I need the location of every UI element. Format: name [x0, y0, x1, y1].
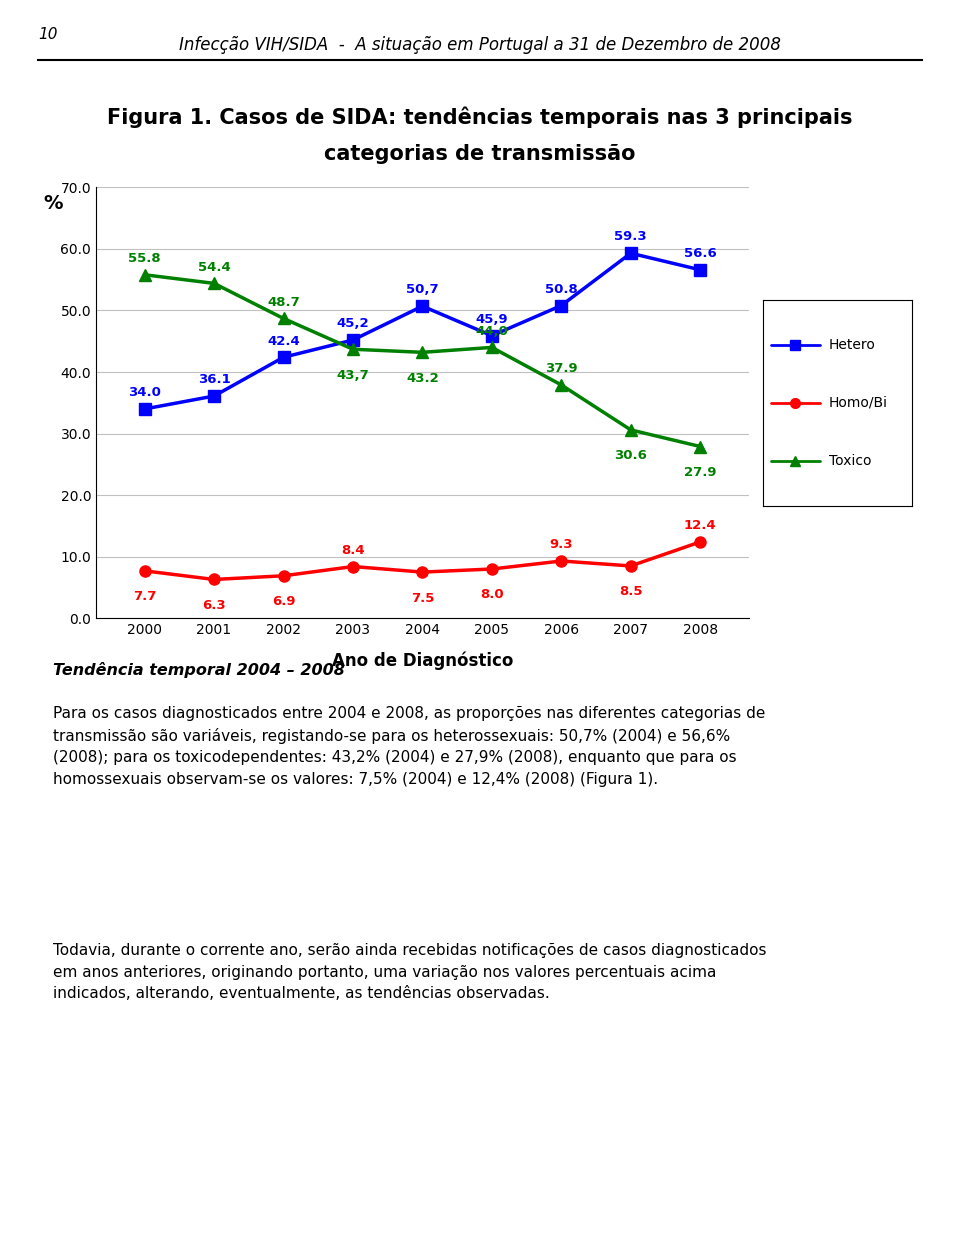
Text: Para os casos diagnosticados entre 2004 e 2008, as proporções nas diferentes cat: Para os casos diagnosticados entre 2004 …: [53, 706, 765, 787]
Text: 37.9: 37.9: [545, 362, 578, 375]
Text: 56.6: 56.6: [684, 247, 716, 260]
Text: 42.4: 42.4: [267, 335, 300, 347]
Text: 8.4: 8.4: [341, 543, 365, 557]
Text: Toxico: Toxico: [828, 453, 871, 467]
Text: 6.3: 6.3: [203, 600, 226, 612]
Text: 8.5: 8.5: [619, 586, 642, 598]
Text: 48.7: 48.7: [267, 296, 300, 309]
Text: Homo/Bi: Homo/Bi: [828, 396, 888, 410]
Text: 6.9: 6.9: [272, 596, 296, 608]
Text: 8.0: 8.0: [480, 588, 504, 602]
Text: Todavia, durante o corrente ano, serão ainda recebidas notificações de casos dia: Todavia, durante o corrente ano, serão a…: [53, 943, 766, 1002]
Text: 12.4: 12.4: [684, 520, 716, 532]
Text: 45,2: 45,2: [337, 317, 370, 330]
Text: 36.1: 36.1: [198, 373, 230, 386]
Text: 30.6: 30.6: [614, 450, 647, 462]
Text: 27.9: 27.9: [684, 466, 716, 478]
Text: 50.8: 50.8: [545, 282, 578, 296]
Text: 43,7: 43,7: [337, 368, 370, 382]
Text: Tendência temporal 2004 – 2008: Tendência temporal 2004 – 2008: [53, 662, 345, 678]
Text: 43.2: 43.2: [406, 372, 439, 385]
Text: 44,0: 44,0: [475, 325, 508, 337]
Text: 59.3: 59.3: [614, 231, 647, 244]
Text: 50,7: 50,7: [406, 284, 439, 296]
Text: 34.0: 34.0: [129, 386, 161, 400]
Text: 54.4: 54.4: [198, 261, 230, 274]
Text: 45,9: 45,9: [475, 313, 508, 326]
Text: Infecção VIH/SIDA  -  A situação em Portugal a 31 de Dezembro de 2008: Infecção VIH/SIDA - A situação em Portug…: [179, 36, 781, 54]
Text: 7.5: 7.5: [411, 592, 434, 605]
X-axis label: Ano de Diagnóstico: Ano de Diagnóstico: [332, 651, 513, 669]
Text: Hetero: Hetero: [828, 338, 876, 352]
Text: 7.7: 7.7: [132, 591, 156, 603]
Text: Figura 1. Casos de SIDA: tendências temporais nas 3 principais: Figura 1. Casos de SIDA: tendências temp…: [108, 106, 852, 127]
Text: %: %: [43, 194, 62, 212]
Text: categorias de transmissão: categorias de transmissão: [324, 144, 636, 164]
Text: 10: 10: [38, 27, 58, 42]
Text: 55.8: 55.8: [129, 252, 161, 265]
Text: 9.3: 9.3: [549, 538, 573, 551]
